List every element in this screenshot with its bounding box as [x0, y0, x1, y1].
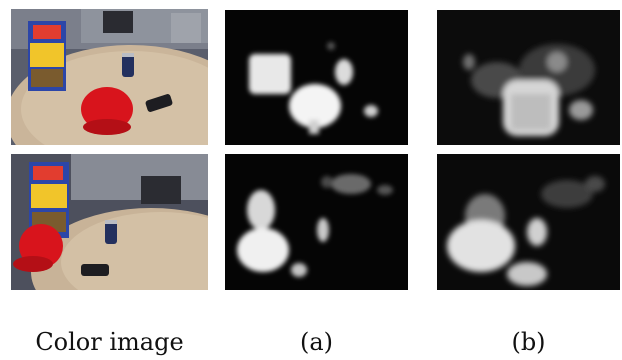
saliency-map-b-row2 — [437, 154, 620, 290]
color-photo-row2 — [11, 154, 208, 290]
photo-scene-1 — [11, 9, 208, 145]
map-render-a1 — [225, 10, 408, 145]
saliency-map-a-row1 — [225, 10, 408, 145]
saliency-map-a-row2 — [225, 154, 408, 290]
photo-scene-2 — [11, 154, 208, 290]
map-render-a2 — [225, 154, 408, 290]
saliency-map-b-row1 — [437, 10, 620, 145]
caption-color-image: Color image — [35, 328, 184, 356]
caption-a: (a) — [299, 328, 334, 356]
color-photo-row1 — [11, 9, 208, 145]
map-render-b2 — [437, 154, 620, 290]
caption-b: (b) — [511, 328, 546, 356]
map-render-b1 — [437, 10, 620, 145]
